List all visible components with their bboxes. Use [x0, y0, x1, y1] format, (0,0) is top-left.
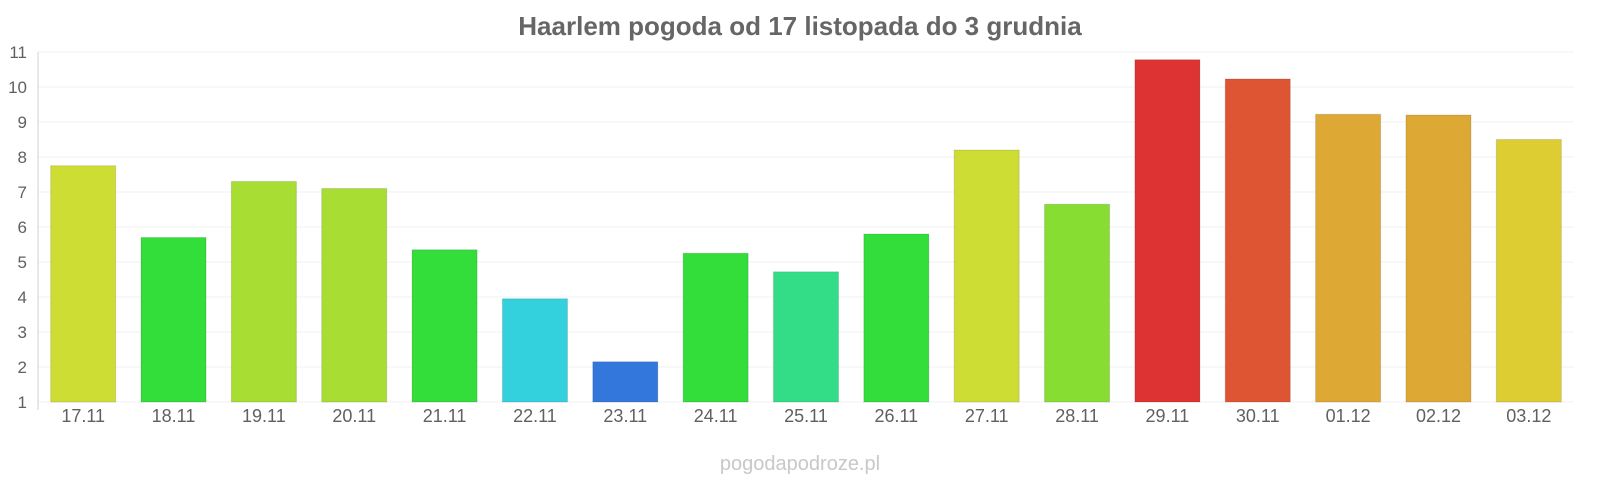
bar-21.11: [411, 249, 478, 403]
y-tick-label: 8: [18, 148, 27, 167]
bar-20.11: [321, 188, 388, 403]
y-tick-label: 1: [18, 393, 27, 412]
x-tick-label: 22.11: [513, 406, 557, 426]
bar-30.11: [1224, 78, 1291, 403]
y-tick-label: 7: [18, 183, 27, 202]
x-tick-label: 03.12: [1506, 406, 1551, 426]
bar-26.11: [863, 233, 930, 403]
y-tick-label: 11: [9, 43, 27, 62]
bar-17.11: [50, 165, 117, 403]
y-tick-label: 10: [8, 78, 27, 97]
x-tick-label: 18.11: [152, 406, 196, 426]
bar-27.11: [953, 149, 1020, 403]
x-tick-label: 26.11: [874, 406, 918, 426]
x-tick-label: 24.11: [694, 406, 738, 426]
y-tick-label: 5: [18, 253, 27, 272]
y-axis-ticks: 1 2 3 4 5 6 7 8 9 10 11: [8, 43, 27, 412]
bar-25.11: [772, 271, 840, 403]
bar-03.12: [1495, 139, 1562, 403]
y-tick-label: 6: [18, 218, 27, 237]
bar-24.11: [682, 252, 749, 403]
y-tick-label: 9: [18, 113, 27, 132]
bar-19.11: [230, 181, 297, 403]
bar-28.11: [1044, 203, 1111, 403]
x-tick-label: 19.11: [242, 406, 286, 426]
x-axis-ticks: 17.11 18.11 19.11 20.11 21.11 22.11 23.11 24.11…: [61, 406, 1551, 426]
x-tick-label: 30.11: [1236, 406, 1280, 426]
bar-02.12: [1405, 114, 1472, 403]
x-tick-label: 02.12: [1416, 406, 1461, 426]
bars: [50, 59, 1562, 403]
x-tick-label: 28.11: [1055, 406, 1099, 426]
y-tick-label: 2: [18, 358, 27, 377]
bar-29.11: [1134, 59, 1201, 403]
x-tick-label: 25.11: [784, 406, 828, 426]
chart-title: Haarlem pogoda od 17 listopada do 3 grud…: [518, 11, 1082, 41]
x-tick-label: 27.11: [965, 406, 1009, 426]
x-tick-label: 01.12: [1326, 406, 1371, 426]
x-tick-label: 29.11: [1146, 406, 1190, 426]
bar-23.11: [592, 361, 659, 403]
bar-22.11: [501, 298, 568, 403]
y-tick-label: 4: [18, 288, 27, 307]
x-tick-label: 17.11: [61, 406, 105, 426]
bar-18.11: [140, 237, 207, 403]
bar-01.12: [1315, 113, 1382, 403]
x-tick-label: 20.11: [332, 406, 376, 426]
watermark-text: pogodapodroze.pl: [720, 453, 880, 475]
x-tick-label: 21.11: [423, 406, 467, 426]
x-tick-label: 23.11: [603, 406, 647, 426]
y-tick-label: 3: [18, 323, 27, 342]
